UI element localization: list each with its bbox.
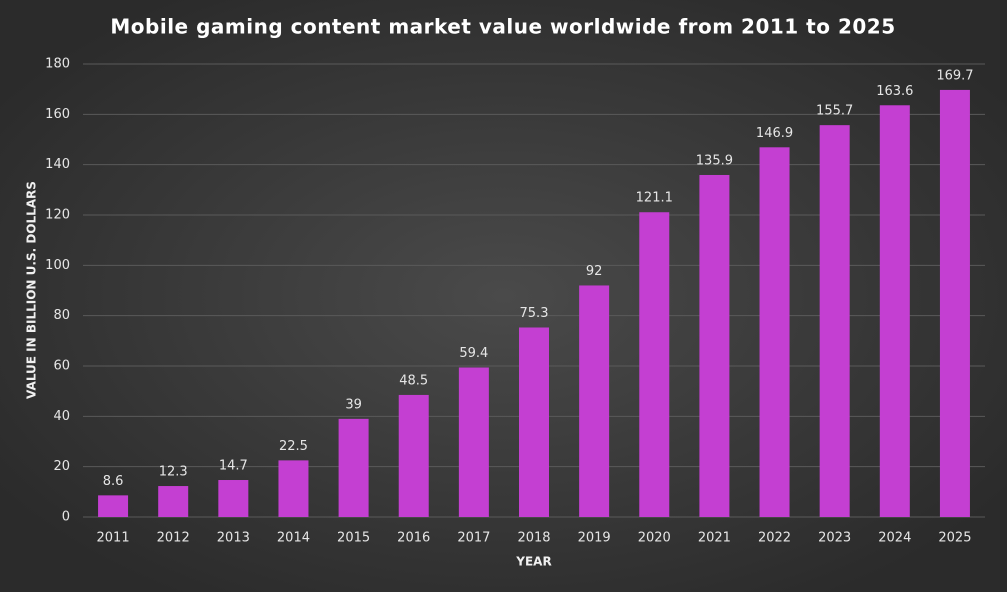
y-tick-label: 80 xyxy=(53,308,70,323)
bar xyxy=(218,480,249,517)
x-tick-label: 2017 xyxy=(457,531,490,546)
bar xyxy=(639,212,670,517)
data-label: 121.1 xyxy=(636,191,673,206)
y-axis-title: VALUE IN BILLION U.S. DOLLARS xyxy=(25,181,39,399)
bar xyxy=(338,418,369,517)
bar xyxy=(939,89,970,518)
bar xyxy=(398,394,429,517)
y-tick-label: 140 xyxy=(45,157,70,172)
x-tick-label: 2011 xyxy=(97,531,130,546)
y-tick-label: 180 xyxy=(45,57,70,72)
bar xyxy=(458,367,489,517)
y-tick-label: 160 xyxy=(45,107,70,122)
x-tick-label: 2012 xyxy=(157,531,190,546)
x-tick-label: 2022 xyxy=(758,531,791,546)
bar xyxy=(98,495,129,517)
data-label: 8.6 xyxy=(103,474,124,489)
y-tick-label: 0 xyxy=(62,510,70,525)
bar xyxy=(519,327,549,517)
data-label: 155.7 xyxy=(816,104,853,119)
data-label: 92 xyxy=(586,264,603,279)
data-label: 59.4 xyxy=(459,346,488,361)
y-tick-label: 20 xyxy=(53,459,70,474)
y-tick-label: 60 xyxy=(53,359,70,374)
x-tick-label: 2024 xyxy=(878,531,911,546)
data-label: 135.9 xyxy=(696,153,733,168)
data-label: 39 xyxy=(345,397,362,412)
data-label: 75.3 xyxy=(520,306,549,321)
x-tick-label: 2021 xyxy=(698,531,731,546)
bar xyxy=(699,174,730,518)
bar xyxy=(879,105,910,518)
x-tick-label: 2016 xyxy=(397,531,430,546)
data-label: 14.7 xyxy=(219,459,248,474)
bar xyxy=(158,486,189,517)
x-tick-label: 2023 xyxy=(818,531,851,546)
bar xyxy=(759,147,790,517)
chart-title: Mobile gaming content market value world… xyxy=(110,15,895,39)
y-tick-label: 40 xyxy=(53,409,70,424)
x-axis-title: YEAR xyxy=(515,555,551,569)
x-tick-label: 2014 xyxy=(277,531,310,546)
y-tick-label: 100 xyxy=(45,258,70,273)
y-tick-label: 120 xyxy=(45,208,70,223)
data-label: 22.5 xyxy=(279,439,308,454)
data-label: 12.3 xyxy=(159,465,188,480)
x-tick-label: 2020 xyxy=(638,531,671,546)
bar xyxy=(278,460,309,517)
data-label: 163.6 xyxy=(876,84,913,99)
data-label: 48.5 xyxy=(399,373,428,388)
x-tick-label: 2025 xyxy=(938,531,971,546)
x-tick-label: 2015 xyxy=(337,531,370,546)
x-tick-label: 2013 xyxy=(217,531,250,546)
bar xyxy=(579,285,610,517)
x-tick-label: 2019 xyxy=(578,531,611,546)
data-label: 169.7 xyxy=(936,68,973,83)
data-label: 146.9 xyxy=(756,126,793,141)
x-tick-label: 2018 xyxy=(517,531,550,546)
bar xyxy=(819,125,850,517)
